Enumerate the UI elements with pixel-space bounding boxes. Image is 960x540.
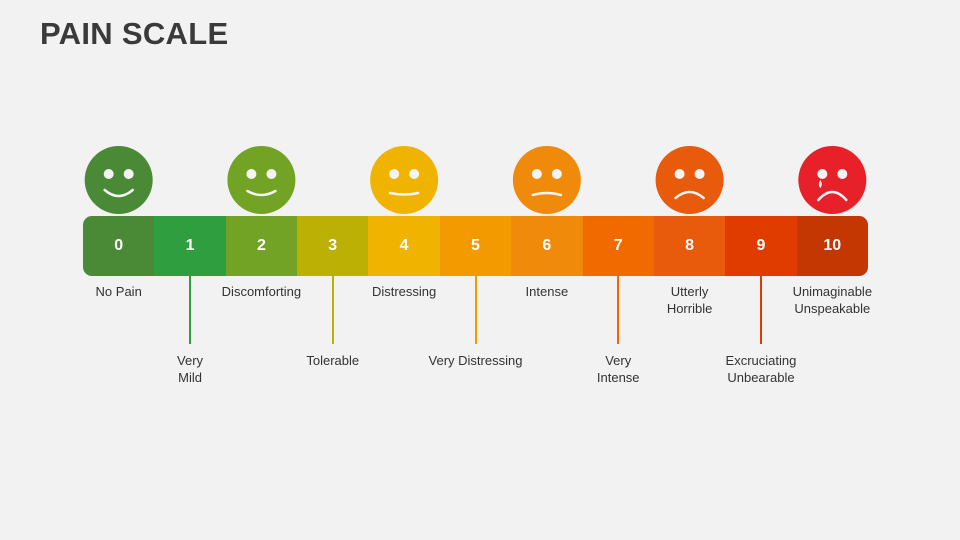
mouth — [246, 189, 277, 197]
scale-label-5: Very Distressing — [411, 352, 541, 369]
scale-label-8: Utterly Horrible — [625, 283, 755, 317]
scale-label-1: Very Mild — [125, 352, 255, 386]
right-eye — [123, 169, 134, 179]
scale-segment-6: 6 — [511, 216, 583, 276]
scale-label-9: Excruciating Unbearable — [696, 352, 826, 386]
label-line-1: Intense — [525, 284, 569, 299]
tear — [818, 180, 822, 188]
mouth — [817, 190, 848, 202]
face-circle — [655, 146, 724, 214]
scale-segment-8: 8 — [653, 216, 726, 276]
left-eye — [531, 169, 542, 179]
mouth — [388, 191, 420, 196]
scale-label-0: No Pain — [54, 283, 184, 300]
mouth — [531, 191, 563, 197]
label-line-1: Utterly — [670, 284, 709, 299]
scale-label-4: Distressing — [339, 283, 469, 300]
scale-label-7: Very Intense — [553, 352, 683, 386]
leader-line-9 — [759, 276, 762, 344]
label-line-1: Very — [177, 353, 204, 368]
page-title: PAIN SCALE — [40, 16, 229, 51]
left-eye — [389, 169, 400, 179]
left-eye — [246, 169, 257, 179]
left-eye — [103, 169, 114, 179]
label-line-2: Mild — [178, 370, 202, 385]
left-eye — [817, 169, 828, 179]
leader-line-5 — [474, 276, 477, 344]
label-line-2: Intense — [596, 370, 640, 385]
face-circle — [84, 146, 153, 214]
label-line-2: Horrible — [666, 301, 713, 316]
face-circle — [512, 146, 581, 214]
crying-face-icon — [798, 146, 867, 214]
right-eye — [837, 169, 848, 179]
scale-label-2: Discomforting — [196, 283, 326, 300]
label-line-2: Unbearable — [727, 370, 795, 385]
scale-label-3: Tolerable — [268, 352, 398, 369]
scale-label-6: Intense — [482, 283, 612, 300]
mouth — [674, 190, 705, 200]
scale-segment-7: 7 — [582, 216, 654, 276]
face-circle — [370, 146, 439, 214]
uneasy-face-icon — [512, 146, 581, 214]
scale-segment-10: 10 — [796, 216, 868, 276]
scale-segment-5: 5 — [439, 216, 512, 276]
scale-segment-9: 9 — [725, 216, 797, 276]
scale-segment-3: 3 — [297, 216, 369, 276]
label-line-1: Excruciating — [725, 353, 797, 368]
leader-line-1 — [189, 276, 192, 344]
right-eye — [551, 169, 562, 179]
face-circle — [798, 146, 867, 214]
label-line-1: Unimaginable — [792, 284, 873, 299]
face-circle — [227, 146, 296, 214]
scale-segment-1: 1 — [154, 216, 226, 276]
leader-line-3 — [331, 276, 334, 344]
sad-face-icon — [655, 146, 724, 214]
scale-segment-4: 4 — [368, 216, 440, 276]
neutral-face-icon — [370, 146, 439, 214]
right-eye — [266, 169, 277, 179]
pain-scale-bar: 0 1 2 3 4 5 6 7 8 9 10 — [83, 216, 868, 276]
happy-face-icon — [84, 146, 153, 214]
label-line-1: Distressing — [371, 284, 437, 299]
label-line-1: Tolerable — [306, 353, 360, 368]
scale-segment-2: 2 — [225, 216, 298, 276]
label-line-1: Discomforting — [221, 284, 302, 299]
mouth — [103, 188, 134, 198]
left-eye — [674, 169, 685, 179]
label-line-1: Very — [605, 353, 632, 368]
scale-label-10: Unimaginable Unspeakable — [767, 283, 897, 317]
label-line-2: Unspeakable — [794, 301, 871, 316]
label-line-1: Very Distressing — [428, 353, 523, 368]
leader-line-7 — [617, 276, 620, 344]
right-eye — [694, 169, 705, 179]
scale-segment-0: 0 — [83, 216, 155, 276]
smiling-face-icon — [227, 146, 296, 214]
label-line-1: No Pain — [95, 284, 142, 299]
right-eye — [409, 169, 420, 179]
